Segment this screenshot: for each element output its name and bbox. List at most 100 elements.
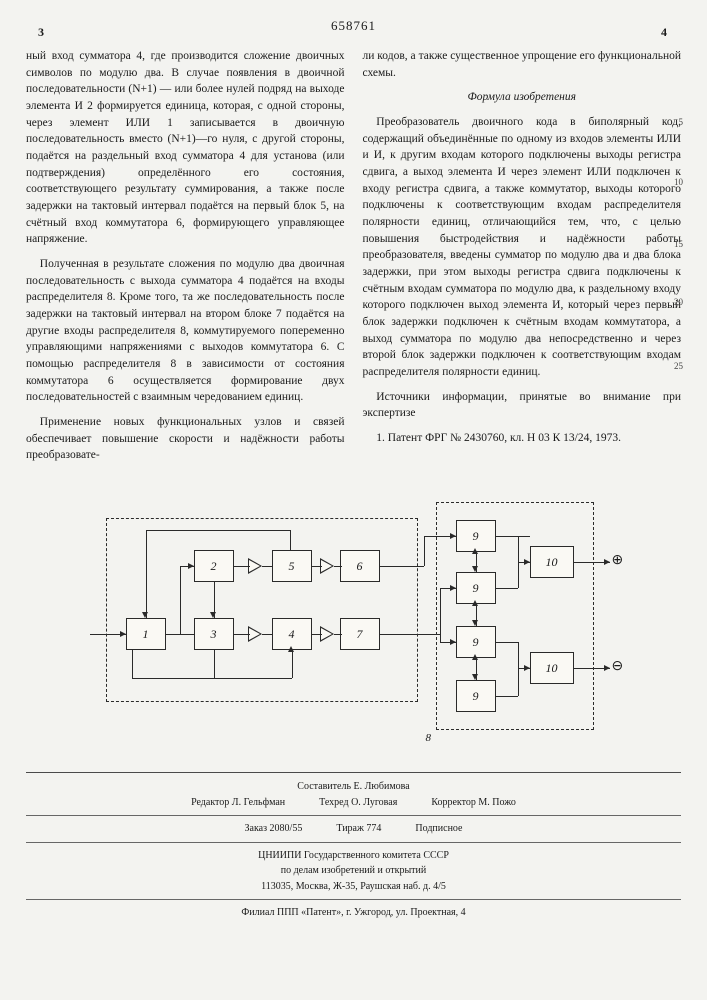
- order-num: Заказ 2080/55: [245, 821, 303, 837]
- wire: [334, 634, 342, 635]
- block-10b: 10: [530, 652, 574, 684]
- group-label-8: 8: [426, 732, 432, 744]
- print-row: Заказ 2080/55 Тираж 774 Подписное: [26, 821, 681, 837]
- corrector-name: М. Пожо: [478, 797, 516, 808]
- arrow-icon: [524, 559, 530, 565]
- corrector-label: Корректор: [431, 797, 476, 808]
- address-1: 113035, Москва, Ж-35, Раушская наб. д. 4…: [26, 879, 681, 895]
- wire: [290, 530, 291, 550]
- compiler-label: Составитель: [297, 781, 351, 792]
- block-1: 1: [126, 618, 166, 650]
- right-p3: Источники информации, принятые во вниман…: [363, 389, 682, 422]
- wire: [496, 642, 518, 643]
- wire: [312, 566, 322, 567]
- arrow-icon: [472, 654, 478, 660]
- editor-name: Л. Гельфман: [232, 797, 285, 808]
- compiler-name: Е. Любимова: [354, 781, 410, 792]
- wire: [518, 536, 519, 562]
- wire: [262, 634, 272, 635]
- arrow-icon: [120, 631, 126, 637]
- wire: [292, 650, 293, 678]
- block-7: 7: [340, 618, 380, 650]
- arrow-icon: [604, 559, 610, 565]
- right-column: 4 5 10 15 20 25 ли кодов, а также сущест…: [363, 48, 682, 472]
- arrow-icon: [188, 563, 194, 569]
- arrow-icon: [288, 646, 294, 652]
- output-plus: ⊕: [612, 552, 624, 569]
- block-6: 6: [340, 550, 380, 582]
- arrow-icon: [450, 533, 456, 539]
- col-num-left: 3: [38, 24, 44, 41]
- buffer-icon: [320, 626, 334, 642]
- right-p4: 1. Патент ФРГ № 2430760, кл. Н 03 К 13/2…: [363, 430, 682, 447]
- document-number: 658761: [26, 18, 681, 34]
- techred-label: Техред: [319, 797, 348, 808]
- arrow-icon: [472, 674, 478, 680]
- wire: [146, 530, 147, 618]
- text-columns: 3 ный вход сумматора 4, где производится…: [26, 48, 681, 472]
- arrow-icon: [142, 612, 148, 618]
- buffer-icon: [248, 558, 262, 574]
- wire: [496, 536, 530, 537]
- formula-heading: Формула изобретения: [363, 89, 682, 106]
- tirazh: Тираж 774: [336, 821, 381, 837]
- wire: [440, 588, 441, 642]
- arrow-icon: [604, 665, 610, 671]
- wire: [180, 566, 181, 634]
- subscription: Подписное: [415, 821, 462, 837]
- wire: [518, 562, 519, 588]
- techred-name: О. Луговая: [351, 797, 397, 808]
- left-p2: Полученная в результате сложения по моду…: [26, 256, 345, 406]
- block-3: 3: [194, 618, 234, 650]
- wire: [234, 634, 250, 635]
- wire: [380, 634, 440, 635]
- arrow-icon: [472, 600, 478, 606]
- address-2: Филиал ППП «Патент», г. Ужгород, ул. Про…: [26, 905, 681, 921]
- block-5: 5: [272, 550, 312, 582]
- block-10a: 10: [530, 546, 574, 578]
- editor-label: Редактор: [191, 797, 229, 808]
- left-column: 3 ный вход сумматора 4, где производится…: [26, 48, 345, 472]
- line-num: 10: [674, 176, 683, 189]
- wire: [132, 650, 133, 678]
- right-p1: ли кодов, а также существенное упрощение…: [363, 48, 682, 81]
- block-diagram: 1 3 4 7 2 5 6 9 9 9 9 10 10: [84, 490, 624, 750]
- wire: [518, 642, 519, 668]
- wire: [496, 588, 518, 589]
- arrow-icon: [450, 585, 456, 591]
- wire: [262, 566, 272, 567]
- buffer-icon: [320, 558, 334, 574]
- wire: [214, 650, 215, 678]
- wire: [518, 668, 519, 696]
- arrow-icon: [472, 620, 478, 626]
- left-p3: Применение новых функциональных узлов и …: [26, 414, 345, 464]
- arrow-icon: [210, 612, 216, 618]
- arrow-icon: [472, 566, 478, 572]
- wire: [334, 566, 342, 567]
- line-num: 15: [674, 238, 683, 251]
- compiler-row: Составитель Е. Любимова: [26, 779, 681, 795]
- line-num: 25: [674, 360, 683, 373]
- wire: [146, 530, 290, 531]
- wire: [132, 678, 292, 679]
- institution-2: по делам изобретений и открытий: [26, 863, 681, 879]
- right-p2: Преобразователь двоичного кода в биполяр…: [363, 114, 682, 381]
- wire: [312, 634, 322, 635]
- wire: [424, 536, 425, 566]
- line-num: 5: [679, 116, 684, 129]
- wire: [234, 566, 250, 567]
- arrow-icon: [524, 665, 530, 671]
- left-p1: ный вход сумматора 4, где производится с…: [26, 48, 345, 248]
- arrow-icon: [450, 639, 456, 645]
- wire: [166, 634, 194, 635]
- arrow-icon: [472, 548, 478, 554]
- wire: [496, 696, 518, 697]
- line-num: 20: [674, 296, 683, 309]
- dashed-group-left: [106, 518, 418, 702]
- institution-1: ЦНИИПИ Государственного комитета СССР: [26, 848, 681, 864]
- col-num-right: 4: [661, 24, 667, 41]
- credits-row: Редактор Л. Гельфман Техред О. Луговая К…: [26, 795, 681, 811]
- block-9d: 9: [456, 680, 496, 712]
- footer: Составитель Е. Любимова Редактор Л. Гель…: [26, 772, 681, 921]
- block-2: 2: [194, 550, 234, 582]
